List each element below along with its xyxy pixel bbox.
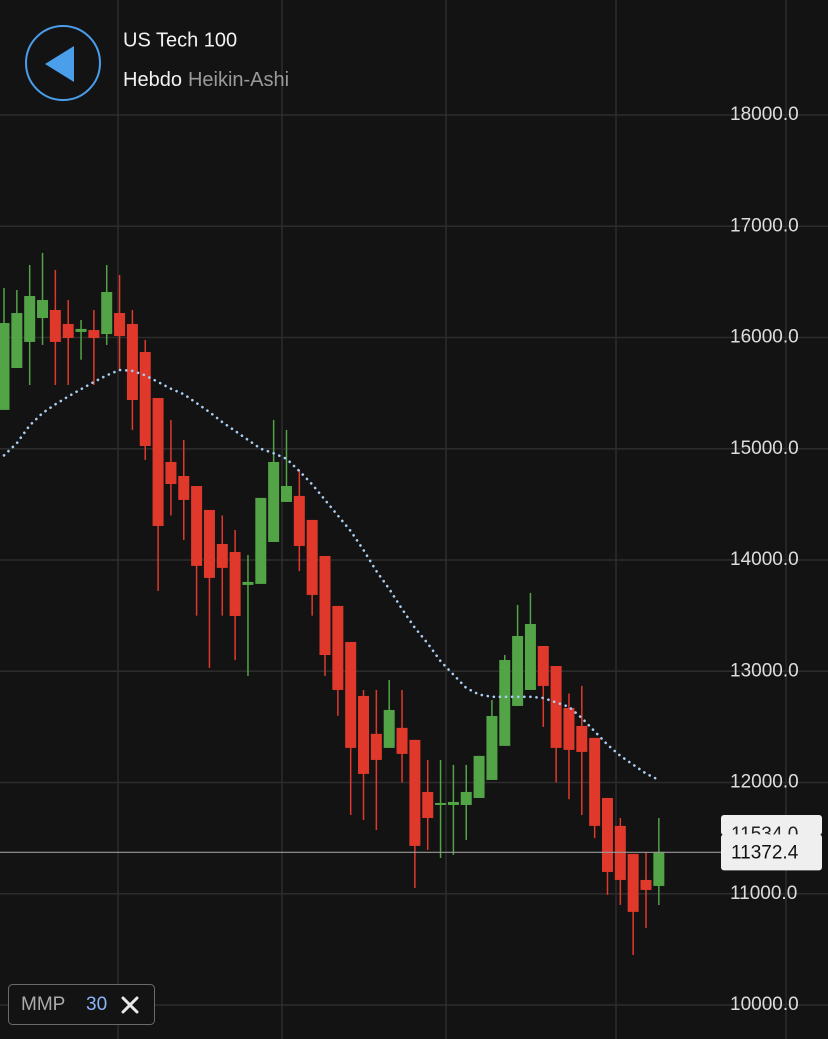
remove-indicator[interactable] (121, 996, 139, 1014)
y-tick-label: 13000.0 (730, 660, 799, 681)
candle-body (409, 739, 421, 846)
candle-body (435, 802, 447, 805)
candle-body (396, 727, 408, 754)
candle-body (37, 300, 49, 319)
candle-body (640, 879, 652, 890)
candle-body (383, 709, 395, 748)
candle-body (306, 519, 318, 595)
candle-body (203, 509, 215, 578)
candle-body (139, 351, 151, 446)
plot (0, 252, 665, 955)
candle-body (268, 461, 280, 542)
candle-body (422, 791, 434, 818)
y-tick-label: 14000.0 (730, 549, 799, 570)
candle-body (576, 725, 588, 752)
candle-body (345, 641, 357, 748)
candle-body (653, 851, 665, 886)
y-tick-label: 10000.0 (730, 994, 799, 1015)
candle-body (229, 551, 241, 616)
candle-body (242, 581, 254, 585)
last-price-label: 11372.4 (731, 842, 799, 863)
candle-body (62, 324, 74, 338)
candle-body (114, 313, 126, 337)
back-arrow[interactable] (45, 46, 74, 82)
candle-body (11, 313, 23, 368)
candle-body (255, 497, 267, 584)
candle-body (614, 825, 626, 880)
candle-body (358, 695, 370, 774)
candle-body (601, 797, 613, 872)
y-tick-label: 18000.0 (730, 104, 799, 125)
candle-body (332, 605, 344, 690)
chart-subtitle: Hebdo Heikin-Ashi (123, 69, 289, 91)
last-price-box (721, 834, 822, 871)
y-tick-label: 15000.0 (730, 438, 799, 459)
candle-body (447, 801, 459, 805)
candle-body (191, 486, 203, 566)
time-grid (117, 0, 787, 1039)
candle-body (627, 853, 639, 912)
candle-body (126, 324, 138, 401)
candle-body (165, 461, 177, 485)
candle-body (524, 623, 536, 690)
back-button-ring[interactable] (25, 25, 101, 101)
candle-body (499, 660, 511, 746)
candle-body (24, 296, 36, 342)
candle-body (486, 715, 498, 780)
y-tick-label: 12000.0 (730, 772, 799, 793)
overlays: 10000.0 11000.0 12000.0 13000.0 14000.0 15000… (0, 104, 822, 1015)
y-tick-label: 16000.0 (730, 327, 799, 348)
candle-body (280, 486, 292, 502)
candle-body (293, 495, 305, 546)
candle-body (101, 291, 113, 335)
indicator-name: MMP (21, 994, 65, 1015)
y-tick-label: 11000.0 (730, 883, 797, 904)
candle-body (0, 323, 10, 410)
moving-average-line (2, 368, 661, 782)
previous-price-box (721, 815, 822, 835)
candle-body (460, 791, 472, 805)
candle-body (370, 733, 382, 760)
candle-body (178, 476, 190, 500)
candle-body (319, 555, 331, 656)
grid (0, 114, 828, 1006)
candle-body (473, 755, 485, 798)
interval: Hebdo (123, 69, 182, 91)
candle-body (49, 310, 61, 342)
indicator-chip[interactable] (8, 984, 155, 1025)
candle-body (537, 645, 549, 686)
candle-body (75, 328, 87, 332)
indicator-legend[interactable]: MMP 30 (8, 984, 155, 1025)
candle-body (152, 398, 164, 526)
candle-body (88, 330, 100, 338)
candle-body (550, 666, 562, 748)
candle-body (216, 543, 228, 568)
chart-style: Heikin-Ashi (188, 69, 289, 91)
candle-body (512, 635, 524, 706)
candle-body (589, 737, 601, 826)
symbol-title: US Tech 100 (123, 29, 237, 51)
back-button[interactable] (25, 25, 101, 101)
candle-body (563, 707, 575, 750)
y-tick-label: 17000.0 (730, 215, 799, 236)
indicator-period: 30 (86, 994, 107, 1015)
